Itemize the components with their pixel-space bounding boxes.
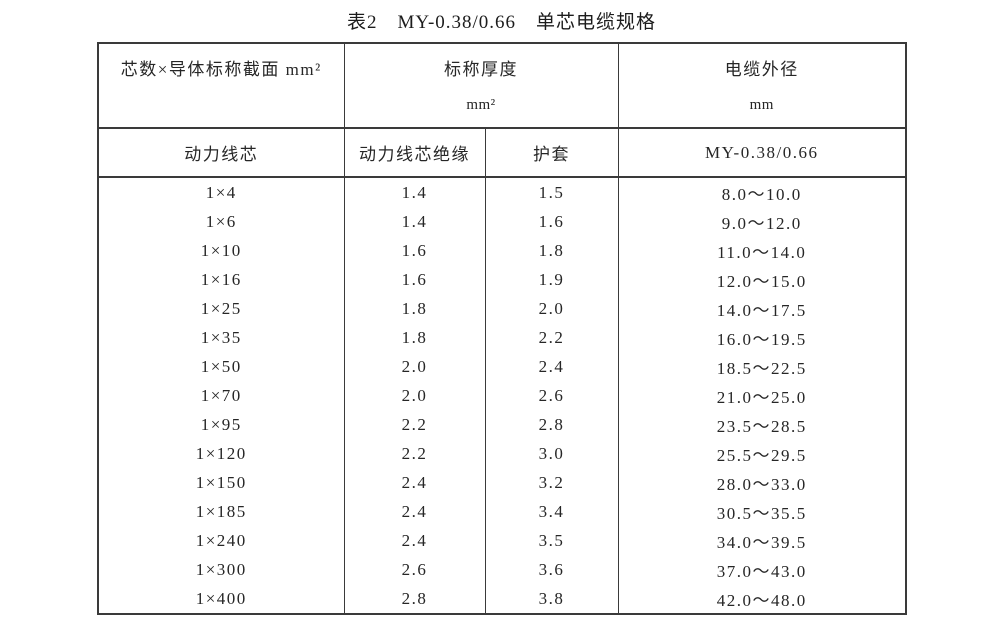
cell: 1.8 — [484, 236, 619, 265]
header-nominal-thickness: 标称厚度 mm² — [343, 43, 619, 129]
table-row: 1×95 2.2 2.8 23.5～28.5 — [97, 410, 907, 439]
cell: 2.4 — [484, 352, 619, 381]
cell: 3.8 — [484, 584, 619, 614]
cell: 1.8 — [343, 294, 486, 323]
cell: 2.0 — [343, 381, 486, 410]
cell: 37.0～43.0 — [617, 555, 907, 584]
table-row: 1×35 1.8 2.2 16.0～19.5 — [97, 323, 907, 352]
cell: 1.6 — [343, 236, 486, 265]
cell: 21.0～25.0 — [617, 381, 907, 410]
cell: 2.4 — [343, 526, 486, 555]
cell: 2.0 — [343, 352, 486, 381]
table-row: 1×240 2.4 3.5 34.0～39.5 — [97, 526, 907, 555]
cell: 1×6 — [97, 207, 345, 236]
cell: 3.2 — [484, 468, 619, 497]
cell: 1.5 — [484, 177, 619, 207]
header-cable-outer-diameter-unit: mm — [749, 97, 774, 113]
cell: 3.5 — [484, 526, 619, 555]
header-cable-outer-diameter-label: 电缆外径 — [724, 60, 799, 79]
cell: 1.6 — [343, 265, 486, 294]
cell: 2.2 — [343, 439, 486, 468]
cell: 1×120 — [97, 439, 345, 468]
cell: 1×16 — [97, 265, 345, 294]
cell: 42.0～48.0 — [617, 584, 907, 614]
cell: 1×70 — [97, 381, 345, 410]
cell: 30.5～35.5 — [617, 497, 907, 526]
cell: 1.4 — [343, 207, 486, 236]
cell: 2.6 — [343, 555, 486, 584]
header-core-section-unit — [99, 97, 344, 115]
cell: 28.0～33.0 — [617, 468, 907, 497]
cell: 1.8 — [343, 323, 486, 352]
table-row: 1×150 2.4 3.2 28.0～33.0 — [97, 468, 907, 497]
table-row: 1×185 2.4 3.4 30.5～35.5 — [97, 497, 907, 526]
table-row: 1×120 2.2 3.0 25.5～29.5 — [97, 439, 907, 468]
cell: 1.4 — [343, 177, 486, 207]
cell: 3.6 — [484, 555, 619, 584]
cable-spec-table: 芯数×导体标称截面 mm² 标称厚度 mm² 电缆外径 mm 动力线芯 动力线芯… — [97, 42, 907, 615]
subheader-power-core: 动力线芯 — [97, 128, 345, 178]
cell: 18.5～22.5 — [617, 352, 907, 381]
table-row: 1×50 2.0 2.4 18.5～22.5 — [97, 352, 907, 381]
cell: 2.2 — [343, 410, 486, 439]
subheader-model: MY-0.38/0.66 — [617, 128, 907, 178]
cell: 1.9 — [484, 265, 619, 294]
header-group-row: 芯数×导体标称截面 mm² 标称厚度 mm² 电缆外径 mm — [97, 43, 907, 129]
table-row: 1×300 2.6 3.6 37.0～43.0 — [97, 555, 907, 584]
header-core-section: 芯数×导体标称截面 mm² — [97, 43, 345, 129]
cell: 1×300 — [97, 555, 345, 584]
cell: 34.0～39.5 — [617, 526, 907, 555]
table-body: 1×4 1.4 1.5 8.0～10.0 1×6 1.4 1.6 9.0～12.0 1×10 1.… — [97, 177, 907, 614]
header-nominal-thickness-label: 标称厚度 — [444, 60, 518, 79]
cell: 1.6 — [484, 207, 619, 236]
cell: 16.0～19.5 — [617, 323, 907, 352]
cell: 1×400 — [97, 584, 345, 614]
cell: 1×150 — [97, 468, 345, 497]
table-row: 1×6 1.4 1.6 9.0～12.0 — [97, 207, 907, 236]
table-row: 1×70 2.0 2.6 21.0～25.0 — [97, 381, 907, 410]
subheader-sheath: 护套 — [484, 128, 619, 178]
table-title: 表2 MY-0.38/0.66 单芯电缆规格 — [346, 12, 657, 33]
subheader-power-core-insulation: 动力线芯绝缘 — [343, 128, 486, 178]
cell: 1×4 — [97, 177, 345, 207]
header-sub-row: 动力线芯 动力线芯绝缘 护套 MY-0.38/0.66 — [97, 128, 907, 178]
header-cable-outer-diameter: 电缆外径 mm — [617, 43, 907, 129]
cell: 8.0～10.0 — [617, 177, 907, 207]
table-row: 1×4 1.4 1.5 8.0～10.0 — [97, 177, 907, 207]
cell: 1×10 — [97, 236, 345, 265]
cell: 25.5～29.5 — [617, 439, 907, 468]
cell: 23.5～28.5 — [617, 410, 907, 439]
cell: 2.4 — [343, 497, 486, 526]
cell: 1×50 — [97, 352, 345, 381]
cell: 2.4 — [343, 468, 486, 497]
cell: 3.4 — [484, 497, 619, 526]
cell: 2.6 — [484, 381, 619, 410]
cell: 1×240 — [97, 526, 345, 555]
cell: 9.0～12.0 — [617, 207, 907, 236]
cell: 2.8 — [484, 410, 619, 439]
cell: 1×25 — [97, 294, 345, 323]
table-row: 1×400 2.8 3.8 42.0～48.0 — [97, 584, 907, 614]
cell: 12.0～15.0 — [617, 265, 907, 294]
cell: 1×35 — [97, 323, 345, 352]
cell: 14.0～17.5 — [617, 294, 907, 323]
header-nominal-thickness-unit: mm² — [466, 97, 496, 113]
cell: 2.2 — [484, 323, 619, 352]
cell: 1×185 — [97, 497, 345, 526]
table-row: 1×16 1.6 1.9 12.0～15.0 — [97, 265, 907, 294]
header-core-section-label: 芯数×导体标称截面 mm² — [120, 60, 322, 79]
cell: 11.0～14.0 — [617, 236, 907, 265]
cell: 3.0 — [484, 439, 619, 468]
table-row: 1×25 1.8 2.0 14.0～17.5 — [97, 294, 907, 323]
cell: 2.0 — [484, 294, 619, 323]
cell: 1×95 — [97, 410, 345, 439]
table-row: 1×10 1.6 1.8 11.0～14.0 — [97, 236, 907, 265]
cell: 2.8 — [343, 584, 486, 614]
